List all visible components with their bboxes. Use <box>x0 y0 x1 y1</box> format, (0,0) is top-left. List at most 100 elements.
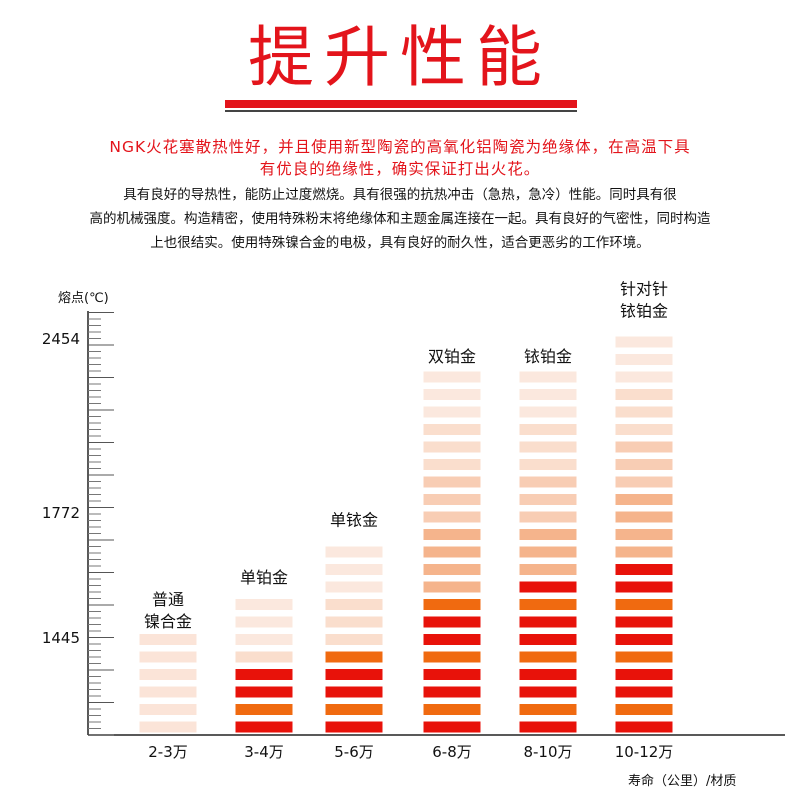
bar-stripe <box>615 336 673 348</box>
bar-stripe <box>423 616 481 628</box>
bar-stripe <box>519 564 577 575</box>
y-tick-label: 2454 <box>42 330 80 348</box>
bar-stripe <box>423 424 481 435</box>
bar-stripe <box>325 616 383 628</box>
bar-stripe <box>325 721 383 733</box>
x-tick-label: 2-3万 <box>148 743 188 761</box>
bar-label: 铱铂金 <box>524 347 572 366</box>
bar-stripe <box>615 511 673 523</box>
bar-stripe <box>519 424 577 435</box>
bar-stripe <box>615 651 673 663</box>
bar-stripe <box>519 441 577 453</box>
bar-stripe <box>615 686 673 698</box>
bar-stripe <box>519 406 577 418</box>
bar-stripe <box>235 616 293 628</box>
bar-label: 普通 <box>152 590 184 609</box>
bar: 单铱金 <box>325 511 383 733</box>
bar-stripe <box>615 616 673 628</box>
bar-stripe <box>423 599 481 610</box>
highlight-line: 有优良的绝缘性，确实保证打出火花。 <box>259 160 541 178</box>
bar-stripe <box>519 634 577 645</box>
bar-label: 铱铂金 <box>620 301 668 320</box>
bar-stripe <box>615 389 673 400</box>
y-tick-label: 1772 <box>42 504 80 522</box>
bar-stripe <box>139 686 197 698</box>
x-tick-label: 8-10万 <box>523 743 572 761</box>
description-line: 上也很结实。使用特殊镍合金的电极，具有良好的耐久性，适合更恶劣的工作环境。 <box>150 235 650 251</box>
bar-stripe <box>235 704 293 715</box>
bar-stripe <box>519 669 577 680</box>
title-rule <box>225 110 577 112</box>
title-underline <box>225 100 577 108</box>
x-tick-label: 6-8万 <box>432 743 472 761</box>
bar-stripe <box>423 546 481 558</box>
bar-stripe <box>423 669 481 680</box>
bar-stripe <box>615 669 673 680</box>
bar-stripe <box>235 686 293 698</box>
description-paragraph: 具有良好的导热性，能防止过度燃烧。具有很强的抗热冲击（急热，急冷）性能。同时具有… <box>40 183 760 255</box>
bar-stripe <box>423 494 481 505</box>
bar-stripe <box>519 704 577 715</box>
bar-stripe <box>235 634 293 645</box>
bar-stripe <box>615 599 673 610</box>
description-line: 高的机械强度。构造精密，使用特殊粉末将绝缘体和主题金属连接在一起。具有良好的气密… <box>89 211 711 227</box>
highlight-paragraph: NGK火花塞散热性好，并且使用新型陶瓷的高氧化铝陶瓷为绝缘体，在高温下具 有优良… <box>40 136 760 180</box>
bar-stripe <box>423 476 481 488</box>
bar-stripe <box>423 721 481 733</box>
bar-stripe <box>235 651 293 663</box>
highlight-line: NGK火花塞散热性好，并且使用新型陶瓷的高氧化铝陶瓷为绝缘体，在高温下具 <box>109 138 691 156</box>
bar-stripe <box>615 424 673 435</box>
bar-stripe <box>325 651 383 663</box>
bar-stripe <box>235 669 293 680</box>
bar-stripe <box>519 721 577 733</box>
bar-stripe <box>615 581 673 593</box>
y-axis-label: 熔点(℃) <box>58 291 109 306</box>
bar-stripe <box>423 406 481 418</box>
bar-label: 镍合金 <box>144 612 192 631</box>
bar-stripe <box>423 581 481 593</box>
bar-stripe <box>325 686 383 698</box>
bar-stripe <box>325 634 383 645</box>
bar-stripe <box>519 511 577 523</box>
bar-label: 针对针 <box>620 279 668 298</box>
bar-stripe <box>519 546 577 558</box>
bar-stripe <box>519 494 577 505</box>
bar-stripe <box>423 651 481 663</box>
bar-stripe <box>423 459 481 470</box>
bar-label: 双铂金 <box>428 347 476 366</box>
bar-stripe <box>615 371 673 383</box>
bar-stripe <box>423 564 481 575</box>
bar-stripe <box>519 476 577 488</box>
x-axis-label: 寿命（公里）/材质 <box>628 774 737 789</box>
bar-stripe <box>139 634 197 645</box>
bar-stripe <box>423 686 481 698</box>
bar-stripe <box>519 581 577 593</box>
x-tick-label: 5-6万 <box>334 743 374 761</box>
bar-stripe <box>615 721 673 733</box>
bar-stripe <box>325 581 383 593</box>
bar-stripe <box>325 599 383 610</box>
description-line: 具有良好的导热性，能防止过度燃烧。具有很强的抗热冲击（急热，急冷）性能。同时具有… <box>123 187 677 203</box>
bar-stripe <box>615 564 673 575</box>
bar-stripe <box>615 354 673 365</box>
bar-stripe <box>325 546 383 558</box>
bar-stripe <box>139 704 197 715</box>
bar-stripe <box>235 599 293 610</box>
page-title: 提升性能 <box>248 19 552 96</box>
bar-stripe <box>615 441 673 453</box>
bar-stripe <box>519 529 577 540</box>
bar-stripe <box>235 721 293 733</box>
x-tick-label: 3-4万 <box>244 743 284 761</box>
bar-stripe <box>325 564 383 575</box>
bar-stripe <box>519 616 577 628</box>
bar-label: 单铱金 <box>330 511 378 530</box>
bar-stripe <box>615 529 673 540</box>
bar-stripe <box>615 459 673 470</box>
bar-stripe <box>139 721 197 733</box>
bar-stripe <box>325 669 383 680</box>
bar-stripe <box>615 494 673 505</box>
bar: 双铂金 <box>423 347 481 733</box>
